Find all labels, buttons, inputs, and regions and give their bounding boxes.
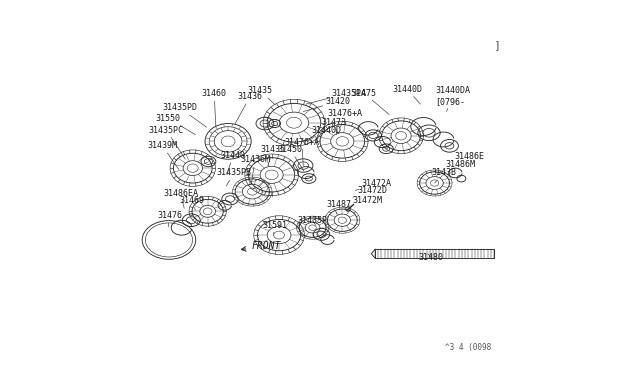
Text: 31435PD: 31435PD [163, 103, 207, 127]
Text: 31460: 31460 [202, 89, 227, 126]
Text: 31469: 31469 [179, 196, 204, 210]
Text: 31486E: 31486E [454, 153, 484, 164]
Text: 31450: 31450 [278, 145, 304, 171]
Text: 31473: 31473 [322, 118, 347, 135]
Text: 31440D: 31440D [392, 85, 422, 104]
Text: 31480: 31480 [419, 253, 444, 262]
Text: ]: ] [495, 40, 499, 49]
Text: 3143B: 3143B [431, 169, 456, 183]
Text: 31435PB: 31435PB [216, 169, 252, 186]
Text: 31436M: 31436M [240, 155, 270, 182]
Text: 31486EA: 31486EA [163, 189, 198, 208]
Text: 31435PC: 31435PC [149, 126, 186, 159]
Text: 31435: 31435 [248, 86, 275, 105]
Text: 31435: 31435 [260, 145, 285, 166]
Text: 31487: 31487 [326, 200, 351, 214]
Text: 31486M: 31486M [439, 160, 475, 173]
Text: FRONT: FRONT [241, 241, 280, 251]
Text: 31439M: 31439M [147, 141, 179, 169]
Text: 31472D: 31472D [353, 186, 387, 197]
Text: 31475: 31475 [351, 89, 389, 115]
Text: 31436: 31436 [235, 92, 262, 124]
Text: 31420: 31420 [303, 97, 351, 112]
Text: 31435P: 31435P [298, 216, 328, 225]
Text: 31440: 31440 [220, 151, 245, 175]
Text: 31550: 31550 [156, 114, 195, 135]
Text: 31476+A: 31476+A [284, 138, 319, 166]
Text: 31472A: 31472A [355, 179, 392, 190]
Text: 31435PA: 31435PA [306, 89, 366, 104]
Text: 31472M: 31472M [348, 196, 383, 206]
Text: 31440D: 31440D [307, 126, 342, 141]
Text: 31476+A: 31476+A [328, 109, 362, 127]
Text: 31476: 31476 [157, 211, 182, 227]
Text: 31591: 31591 [262, 221, 287, 235]
Text: ^3 4 (0098: ^3 4 (0098 [445, 343, 491, 352]
Text: 31440DA
[0796-: 31440DA [0796- [435, 86, 470, 112]
